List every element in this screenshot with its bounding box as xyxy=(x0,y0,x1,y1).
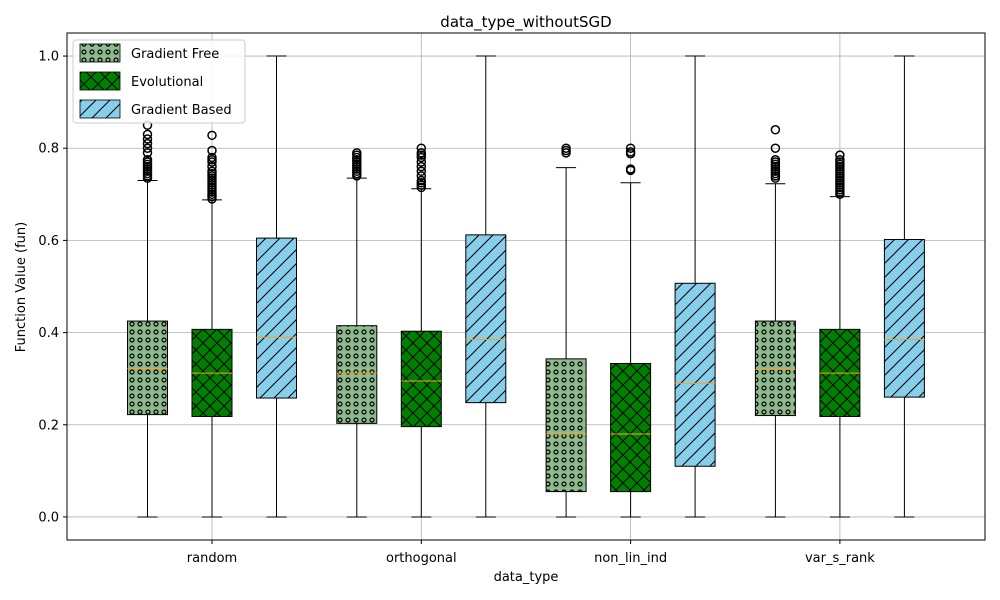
outlier-point xyxy=(142,143,153,153)
box-gradient-free-non_lin_ind xyxy=(545,143,587,518)
outlier-point xyxy=(770,143,781,153)
chart-title: data_type_withoutSGD xyxy=(440,13,611,32)
legend-label: Evolutional xyxy=(131,75,203,90)
box-gradient-free-var_s_rank xyxy=(754,125,796,518)
outlier-point xyxy=(416,166,427,177)
plot-frame xyxy=(66,32,986,541)
y-tick-label: 0.8 xyxy=(38,142,59,157)
legend-item-evolutional: Evolutional xyxy=(79,71,203,91)
box-body xyxy=(610,362,652,493)
legend-label: Gradient Based xyxy=(131,103,232,118)
legend: Gradient Free Evolutional Gradient Based xyxy=(72,39,246,124)
outlier-point xyxy=(142,129,153,140)
box-body xyxy=(465,234,507,404)
outlier-point xyxy=(142,155,153,165)
box-gradient-free-random xyxy=(127,120,168,518)
box-gradient-based-random xyxy=(256,55,297,518)
box-body xyxy=(256,237,297,399)
x-tick-label: var_s_rank xyxy=(805,551,875,566)
outlier-point xyxy=(416,143,427,153)
box-gradient-free-orthogonal xyxy=(336,148,378,518)
legend-item-gradient-free: Gradient Free xyxy=(79,43,219,63)
outlier-point xyxy=(207,152,217,163)
y-tick-label: 0.0 xyxy=(38,510,59,525)
box-body xyxy=(545,358,587,493)
y-tick-label: 0.4 xyxy=(38,326,59,341)
outlier-point xyxy=(625,143,636,153)
x-axis-label: data_type xyxy=(494,570,559,585)
outlier-point xyxy=(207,130,217,141)
box-evolutional-non_lin_ind xyxy=(610,143,652,518)
box-evolutional-orthogonal xyxy=(400,143,442,518)
legend-swatch xyxy=(79,99,121,119)
outlier-point xyxy=(835,155,845,165)
outlier-point xyxy=(142,148,153,158)
outlier-point xyxy=(207,166,217,177)
legend-item-gradient-based: Gradient Based xyxy=(79,99,232,119)
legend-label: Gradient Free xyxy=(131,47,219,62)
y-tick-label: 1.0 xyxy=(38,50,59,65)
box-body xyxy=(336,325,378,424)
outlier-point xyxy=(561,143,571,153)
outlier-point xyxy=(207,161,217,172)
x-tick-label: non_lin_ind xyxy=(594,551,667,566)
box-gradient-based-non_lin_ind xyxy=(674,55,716,518)
box-gradient-based-var_s_rank xyxy=(883,55,925,518)
outlier-point xyxy=(416,148,427,158)
y-tick-label: 0.6 xyxy=(38,234,59,249)
outlier-point xyxy=(625,164,636,174)
outlier-point xyxy=(770,125,781,135)
outlier-point xyxy=(416,157,427,167)
x-tick-label: random xyxy=(187,551,237,566)
outlier-point xyxy=(770,155,781,165)
box-body xyxy=(127,320,168,416)
y-axis-label: Function Value (fun) xyxy=(14,222,29,352)
box-body xyxy=(400,330,442,428)
legend-swatch xyxy=(79,43,121,63)
legend-swatch xyxy=(79,71,121,91)
outlier-point xyxy=(352,148,362,158)
outlier-point xyxy=(207,145,217,156)
x-tick-label: orthogonal xyxy=(386,551,457,566)
box-body xyxy=(754,320,796,417)
box-body xyxy=(674,282,716,467)
outlier-point xyxy=(416,161,427,172)
box-body xyxy=(883,238,925,398)
box-evolutional-random xyxy=(191,130,233,518)
box-gradient-based-orthogonal xyxy=(465,55,507,518)
axes: 0.0 0.2 0.4 0.6 0.8 1.0 random orthogonal non_li… xyxy=(38,50,875,566)
y-tick-label: 0.2 xyxy=(38,418,59,433)
outlier-point xyxy=(416,175,427,186)
box-evolutional-var_s_rank xyxy=(819,150,861,518)
outlier-point xyxy=(835,150,845,160)
plot-area xyxy=(127,55,925,518)
outlier-point xyxy=(416,171,427,181)
outlier-point xyxy=(142,134,153,144)
outlier-point xyxy=(625,147,636,157)
outlier-point xyxy=(142,138,153,149)
